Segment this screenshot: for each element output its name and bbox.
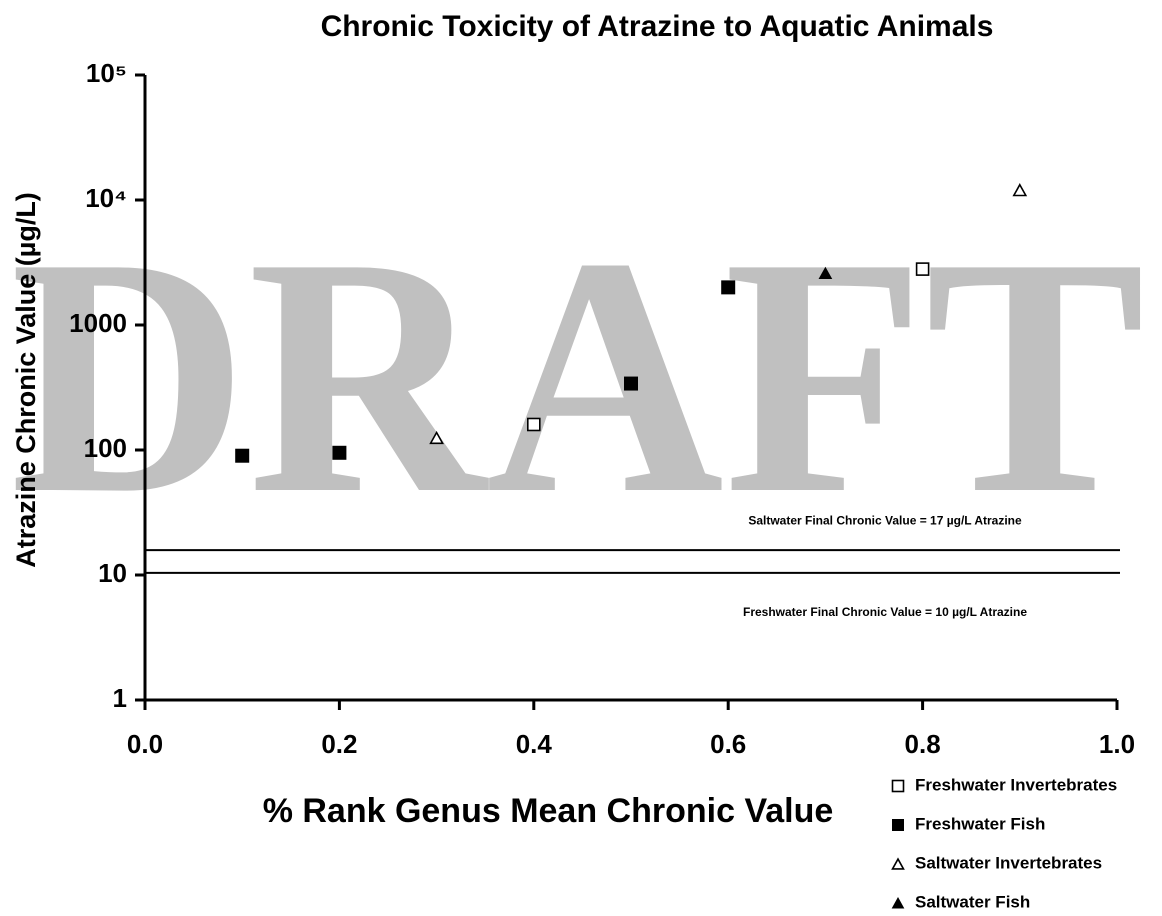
- x-tick-label: 0.4: [516, 729, 553, 759]
- y-axis-title: Atrazine Chronic Value (µg/L): [11, 192, 41, 568]
- data-point: [721, 280, 736, 295]
- x-tick-label: 0.8: [905, 729, 941, 759]
- watermark: DRAFT: [10, 187, 1145, 564]
- y-tick-label: 10⁵: [86, 58, 127, 88]
- y-tick-label: 1000: [69, 308, 127, 338]
- x-tick-label: 0.0: [127, 729, 163, 759]
- data-point: [526, 417, 541, 432]
- legend-label: Freshwater Invertebrates: [915, 775, 1117, 794]
- legend-marker: [891, 779, 905, 793]
- reference-label: Freshwater Final Chronic Value = 10 µg/L…: [743, 605, 1027, 619]
- data-point: [332, 445, 347, 460]
- data-point: [235, 448, 250, 463]
- legend-marker: [891, 857, 905, 870]
- y-tick-label: 10: [98, 558, 127, 588]
- y-tick-label: 1: [113, 683, 127, 713]
- legend-marker: [892, 819, 904, 831]
- x-tick-label: 1.0: [1099, 729, 1135, 759]
- data-point: [429, 430, 444, 445]
- legend-label: Saltwater Fish: [915, 892, 1030, 911]
- chart-title: Chronic Toxicity of Atrazine to Aquatic …: [321, 10, 994, 43]
- x-tick-label: 0.2: [321, 729, 357, 759]
- x-tick-label: 0.6: [710, 729, 746, 759]
- reference-label: Saltwater Final Chronic Value = 17 µg/L …: [748, 513, 1022, 527]
- data-point: [915, 262, 930, 276]
- legend-label: Saltwater Invertebrates: [915, 853, 1102, 872]
- legend-marker: [891, 897, 905, 909]
- data-point: [1012, 183, 1028, 197]
- y-tick-label: 100: [84, 433, 127, 463]
- y-tick-label: 10⁴: [85, 183, 127, 213]
- x-axis-title: % Rank Genus Mean Chronic Value: [263, 792, 834, 830]
- data-point: [818, 266, 833, 280]
- legend-label: Freshwater Fish: [915, 814, 1045, 833]
- data-point: [624, 376, 638, 391]
